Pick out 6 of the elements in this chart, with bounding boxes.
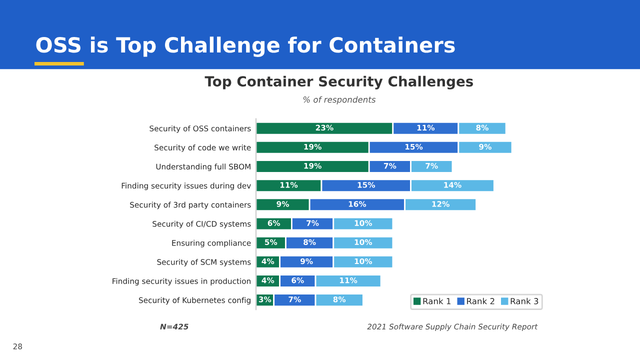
x-axis-title: % of respondents bbox=[303, 96, 376, 104]
legend-label: Rank 3 bbox=[510, 298, 538, 304]
legend-label: Rank 1 bbox=[423, 298, 450, 304]
legend-label: Rank 2 bbox=[467, 298, 494, 304]
chart-subtitle: Top Container Security Challenges bbox=[204, 76, 474, 90]
chart-title: OSS is Top Challenge for Containers bbox=[36, 36, 455, 57]
